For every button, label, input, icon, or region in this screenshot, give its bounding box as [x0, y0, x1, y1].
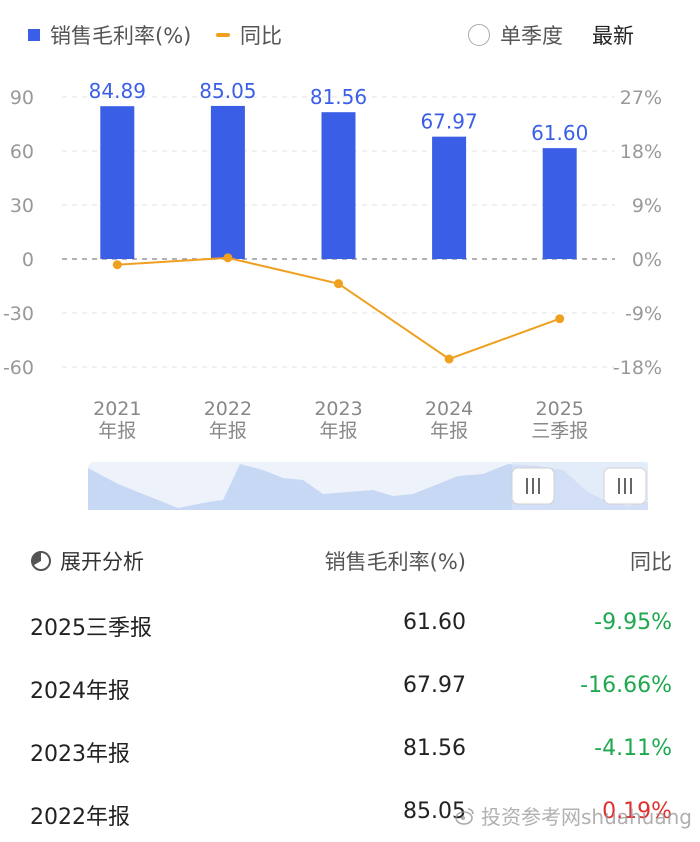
table-row[interactable]: 2025三季报 61.60 -9.95%: [0, 590, 700, 653]
expand-analysis-label: 展开分析: [60, 550, 144, 574]
legend-bar-label: 销售毛利率(%): [50, 24, 192, 48]
row-yoy: 0.19%: [602, 799, 672, 824]
bar-data-label: 85.05: [199, 79, 256, 103]
table-row[interactable]: 2024年报 67.97 -16.66%: [0, 653, 700, 716]
watermark-text: 投资参考网shuahuang: [480, 805, 692, 829]
x-tick-label: 2023: [314, 398, 362, 420]
yoy-point: [334, 279, 343, 289]
x-tick-label: 2024: [425, 398, 473, 420]
table-row[interactable]: 2022年报 85.05 0.19%: [0, 779, 700, 842]
header-yoy: 同比: [630, 550, 672, 574]
range-slider[interactable]: [88, 462, 648, 510]
grip-icon: [526, 478, 540, 494]
bar-swatch: [28, 29, 40, 41]
row-yoy: -16.66%: [580, 673, 672, 698]
x-tick-label: 年报: [319, 420, 357, 442]
y-tick-label-left: -60: [3, 357, 34, 379]
yoy-line: [117, 256, 561, 361]
y-tick-label-right: 9%: [632, 195, 662, 217]
row-period: 2022年报: [30, 805, 130, 830]
radio-icon[interactable]: [468, 24, 490, 46]
bar-data-label: 81.56: [310, 85, 367, 109]
y-tick-label-right: 27%: [620, 87, 662, 109]
yoy-point: [555, 314, 565, 324]
y-tick-label-right: 18%: [620, 141, 662, 163]
yoy-point: [223, 253, 233, 263]
x-tick-label: 2025: [536, 398, 584, 420]
bar: [432, 136, 467, 259]
grip-icon: [618, 478, 632, 494]
analysis-table: 展开分析 销售毛利率(%) 同比 2025三季报 61.60 -9.95% 2024年…: [0, 530, 700, 842]
single-quarter-toggle[interactable]: 单季度: [468, 20, 563, 50]
combo-chart: 90 27%60 18%30 9%0 0%-30 -9%-60 -18%84.892021年…: [3, 79, 662, 442]
legend-line-label: 同比: [240, 24, 282, 48]
expand-analysis-button[interactable]: 展开分析: [30, 546, 144, 576]
x-tick-label: 年报: [430, 420, 468, 442]
yoy-point: [444, 354, 454, 364]
bar: [100, 106, 135, 259]
pie-chart-icon: [31, 551, 51, 571]
weibo-icon: [455, 807, 474, 825]
y-tick-label-left: -30: [3, 303, 34, 325]
bar: [542, 148, 577, 259]
legend-line-series[interactable]: 同比: [216, 20, 282, 50]
header-margin: 销售毛利率(%): [324, 550, 466, 574]
slider-minimap: [88, 464, 648, 510]
chart-legend: 销售毛利率(%) 同比 单季度 最新: [28, 20, 672, 54]
y-tick-label-left: 0: [22, 249, 34, 271]
x-tick-label: 年报: [209, 420, 247, 442]
table-header: 展开分析 销售毛利率(%) 同比: [0, 530, 700, 590]
y-tick-label-left: 60: [10, 141, 34, 163]
y-tick-label-right: 0%: [632, 249, 662, 271]
row-yoy: -4.11%: [594, 736, 672, 761]
yoy-point: [112, 260, 122, 270]
bar: [210, 105, 245, 259]
bar-data-label: 61.60: [531, 121, 588, 145]
bar-data-label: 67.97: [420, 110, 477, 134]
bar-data-label: 84.89: [89, 79, 146, 103]
latest-label: 最新: [592, 24, 634, 48]
y-tick-label-right: -18%: [613, 357, 662, 379]
y-tick-label-left: 90: [10, 87, 34, 109]
row-yoy: -9.95%: [594, 610, 672, 635]
row-period: 2023年报: [30, 742, 130, 767]
single-quarter-label: 单季度: [500, 24, 563, 48]
row-margin: 67.97: [403, 673, 466, 698]
row-margin: 81.56: [403, 736, 466, 761]
latest-button[interactable]: 最新: [592, 20, 634, 50]
x-tick-label: 2021: [93, 398, 141, 420]
row-period: 2024年报: [30, 679, 130, 704]
table-row[interactable]: 2023年报 81.56 -4.11%: [0, 716, 700, 779]
row-margin: 85.05: [403, 799, 466, 824]
row-margin: 61.60: [403, 610, 466, 635]
row-period: 2025三季报: [30, 616, 152, 641]
bar: [321, 112, 356, 259]
y-tick-label-left: 30: [10, 195, 34, 217]
legend-bar-series[interactable]: 销售毛利率(%): [28, 20, 191, 50]
line-swatch: [216, 33, 230, 37]
x-tick-label: 三季报: [531, 420, 588, 442]
x-tick-label: 年报: [98, 420, 136, 442]
y-tick-label-right: -9%: [625, 303, 662, 325]
x-tick-label: 2022: [204, 398, 252, 420]
watermark: 投资参考网shuahuang: [455, 801, 692, 830]
